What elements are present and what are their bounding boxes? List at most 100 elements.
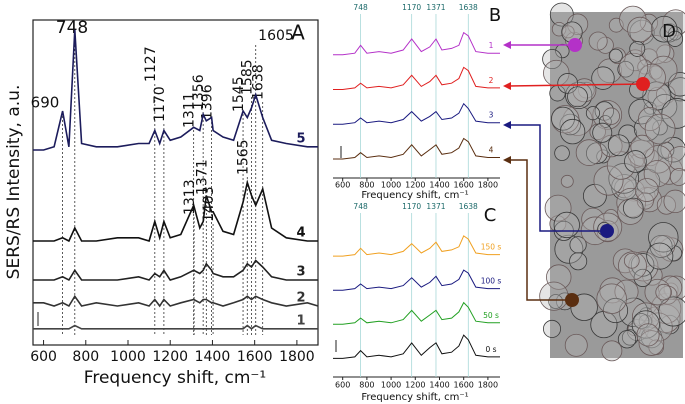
peak-label: 1585 <box>240 59 256 95</box>
cell <box>607 134 630 157</box>
cell <box>629 40 646 57</box>
cell <box>638 106 663 132</box>
guide-label: 1371 <box>426 202 445 211</box>
cell <box>592 100 623 130</box>
cell <box>567 86 588 108</box>
cell <box>669 168 685 186</box>
cell <box>648 65 663 80</box>
x-tick-label: 600 <box>335 381 350 390</box>
cell <box>601 340 623 362</box>
peak-label: 1356 <box>191 74 207 110</box>
series-label: 5 <box>296 131 305 146</box>
spectrum <box>333 66 500 90</box>
x-tick-label: 1000 <box>110 349 146 365</box>
arrow-head <box>503 41 511 49</box>
cell <box>630 253 655 277</box>
arrow-head <box>503 156 511 164</box>
guide-label: 1638 <box>459 202 478 211</box>
cell <box>539 281 569 311</box>
x-tick-label: 600 <box>335 181 350 190</box>
cell <box>648 222 679 253</box>
cell <box>643 145 673 174</box>
spectrum <box>333 31 500 56</box>
x-tick-label: 1200 <box>152 349 188 365</box>
arrows <box>503 38 650 307</box>
cell <box>623 252 640 269</box>
cell <box>646 242 674 270</box>
cell <box>633 313 650 330</box>
peak-label: 1396 <box>200 84 216 120</box>
cell <box>602 107 620 125</box>
cell <box>660 136 685 163</box>
peak-label: 690 <box>31 94 60 112</box>
cell <box>614 279 639 304</box>
cell <box>602 297 629 324</box>
cell <box>666 245 683 262</box>
arrow-head <box>503 121 511 129</box>
marker-dot <box>600 224 614 238</box>
cell <box>551 106 575 131</box>
marker-dot <box>565 293 579 307</box>
guide-label: 1170 <box>402 3 421 12</box>
cell <box>639 48 659 68</box>
marker-dot <box>568 38 582 52</box>
arrow <box>508 124 607 232</box>
arrow-head <box>503 82 511 90</box>
peak-label: 1545 <box>231 76 247 112</box>
x-tick-label: 800 <box>359 381 374 390</box>
series-label: 0 s <box>485 345 496 354</box>
cell <box>656 44 675 63</box>
cell <box>608 163 640 194</box>
arrow <box>508 159 572 301</box>
spectrum <box>33 29 318 151</box>
cell <box>606 151 636 180</box>
guide-label: 748 <box>353 3 368 12</box>
cell <box>655 283 672 301</box>
cell-layer <box>539 2 685 362</box>
y-axis-title: SERS/RS Intensity, a.u. <box>4 85 24 280</box>
cell <box>544 194 572 222</box>
x-tick-label: 1400 <box>429 381 449 390</box>
x-axis-title: Frequency shift, cm⁻¹ <box>361 392 468 403</box>
cell <box>644 278 671 306</box>
cell <box>658 296 685 327</box>
x-tick-label: 1200 <box>405 181 425 190</box>
cell <box>559 118 586 145</box>
cell <box>656 195 676 215</box>
series-label: 2 <box>296 291 305 306</box>
x-tick-label: 1800 <box>279 349 315 365</box>
x-tick-label: 600 <box>30 349 57 365</box>
cell <box>582 183 607 208</box>
cell <box>643 160 671 188</box>
peak-label: 1127 <box>143 46 159 82</box>
cell <box>578 81 595 99</box>
guide-label: 748 <box>353 202 368 211</box>
cell <box>588 31 608 51</box>
panel-label: C <box>484 205 497 226</box>
x-tick-label: 1400 <box>429 181 449 190</box>
cell <box>618 251 647 281</box>
cell <box>668 26 683 41</box>
x-tick-label: 1000 <box>381 381 401 390</box>
cell <box>618 52 649 83</box>
guide-label: 1638 <box>459 3 478 12</box>
cell <box>543 319 562 338</box>
cell <box>564 333 588 357</box>
marker-dot <box>636 77 650 91</box>
peak-label: 1605 <box>258 28 294 44</box>
cell <box>624 150 647 173</box>
cell <box>668 77 685 102</box>
cell <box>566 13 589 35</box>
cell <box>630 134 655 159</box>
spectrum <box>333 269 500 291</box>
cell <box>667 146 685 171</box>
x-axis-title: Frequency shift, cm⁻¹ <box>361 190 468 201</box>
cell <box>663 189 685 214</box>
cell <box>638 330 665 356</box>
guide-label: 1170 <box>402 202 421 211</box>
cell <box>652 119 668 136</box>
cell <box>633 268 652 287</box>
guide-label: 1371 <box>426 3 445 12</box>
cell <box>569 236 587 254</box>
cell <box>575 139 603 166</box>
